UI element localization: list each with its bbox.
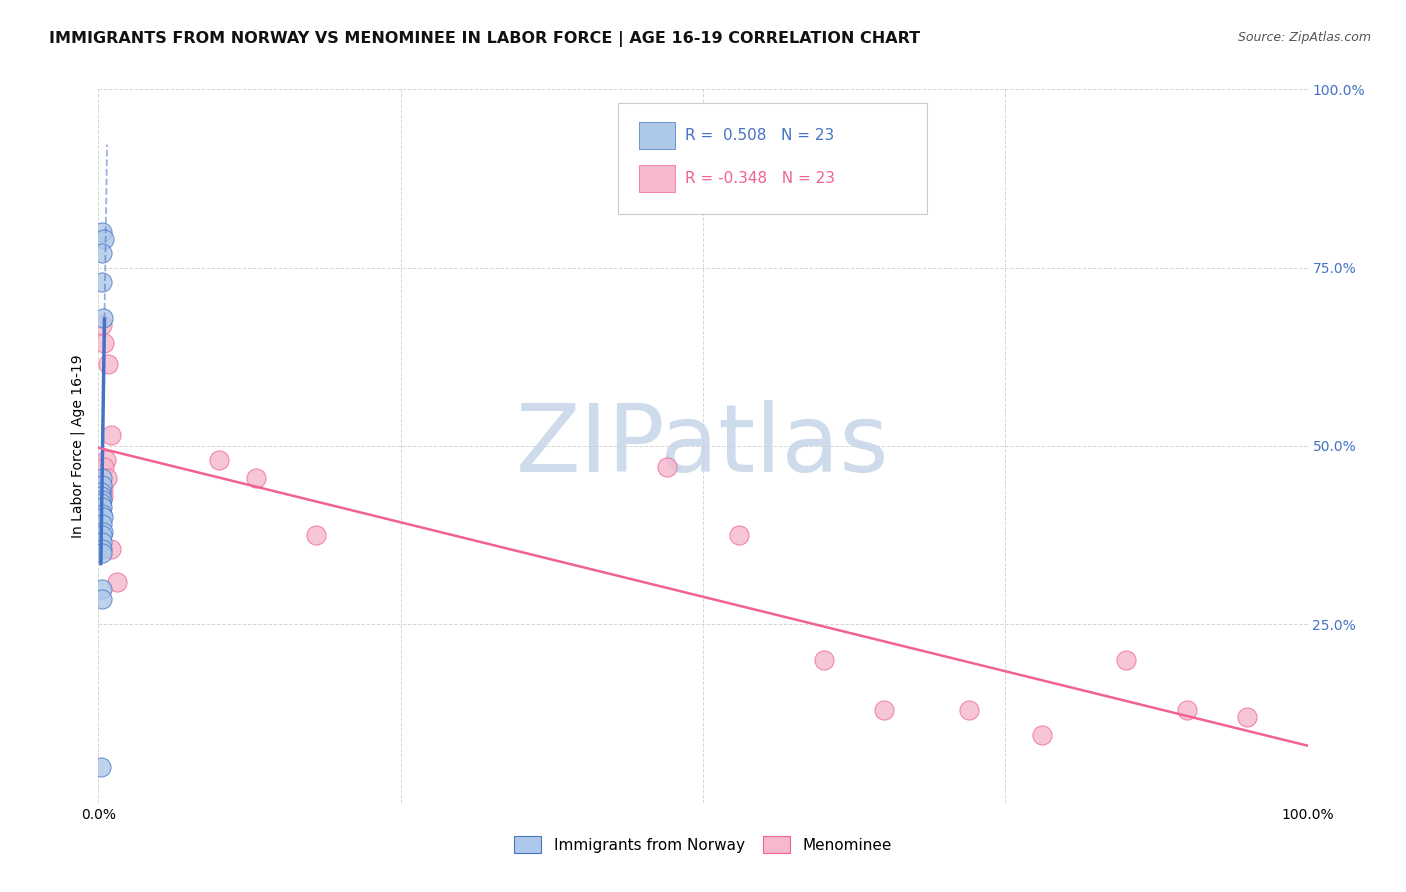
Point <box>93 460 115 475</box>
Text: Source: ZipAtlas.com: Source: ZipAtlas.com <box>1237 31 1371 45</box>
Point <box>655 460 678 475</box>
Point <box>91 535 114 549</box>
Point <box>1115 653 1137 667</box>
Text: IMMIGRANTS FROM NORWAY VS MENOMINEE IN LABOR FORCE | AGE 16-19 CORRELATION CHART: IMMIGRANTS FROM NORWAY VS MENOMINEE IN L… <box>49 31 921 47</box>
Point <box>91 489 114 503</box>
Point <box>91 225 114 239</box>
Point <box>91 478 114 492</box>
Text: R =  0.508   N = 23: R = 0.508 N = 23 <box>685 128 834 143</box>
Point <box>91 507 114 521</box>
Y-axis label: In Labor Force | Age 16-19: In Labor Force | Age 16-19 <box>70 354 86 538</box>
FancyBboxPatch shape <box>638 122 675 149</box>
Text: R = -0.348   N = 23: R = -0.348 N = 23 <box>685 171 835 186</box>
Point <box>90 489 112 503</box>
Point <box>91 310 114 325</box>
Point <box>91 471 114 485</box>
Point <box>91 524 114 539</box>
Point <box>728 528 751 542</box>
Point <box>100 542 122 557</box>
Point <box>91 318 114 332</box>
Point <box>96 471 118 485</box>
Point <box>305 528 328 542</box>
Point <box>91 500 114 514</box>
Point <box>91 246 114 260</box>
Point <box>91 582 114 596</box>
Point <box>90 496 112 510</box>
Point <box>1175 703 1198 717</box>
Point <box>91 546 114 560</box>
Point <box>94 453 117 467</box>
Point <box>105 574 128 589</box>
Point <box>100 428 122 442</box>
Text: ZIPatlas: ZIPatlas <box>516 400 890 492</box>
Point <box>1031 728 1053 742</box>
Point <box>91 275 114 289</box>
Point <box>1236 710 1258 724</box>
Point <box>245 471 267 485</box>
FancyBboxPatch shape <box>619 103 927 214</box>
Point <box>91 482 114 496</box>
Point <box>97 357 120 371</box>
Point <box>91 492 114 507</box>
Point <box>93 232 115 246</box>
Point <box>957 703 980 717</box>
Legend: Immigrants from Norway, Menominee: Immigrants from Norway, Menominee <box>508 830 898 859</box>
Point <box>91 542 114 557</box>
Point <box>91 517 114 532</box>
Point <box>91 510 114 524</box>
Point <box>873 703 896 717</box>
Point <box>90 485 112 500</box>
Point <box>90 760 112 774</box>
Point <box>93 335 115 350</box>
FancyBboxPatch shape <box>638 165 675 192</box>
Point <box>91 592 114 607</box>
Point <box>208 453 231 467</box>
Point <box>813 653 835 667</box>
Point <box>91 528 114 542</box>
